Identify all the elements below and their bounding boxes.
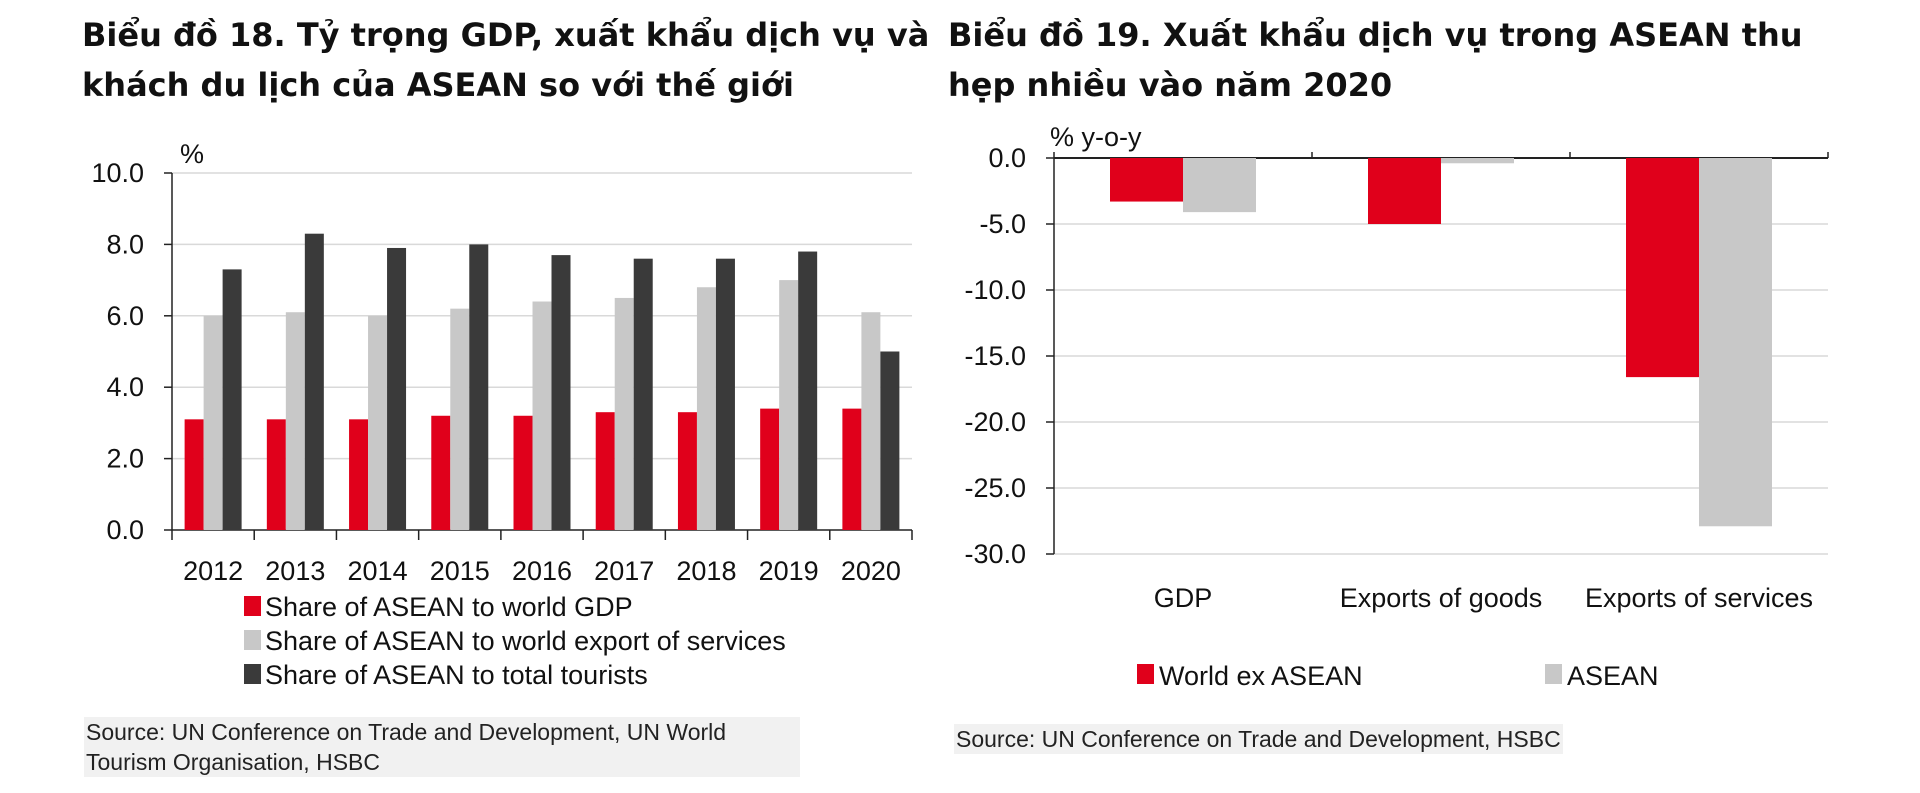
right-legend-label: ASEAN xyxy=(1567,661,1659,691)
left-xtick-label: 2016 xyxy=(512,556,572,586)
left-xtick-label: 2019 xyxy=(759,556,819,586)
left-bar xyxy=(614,297,634,530)
left-bar xyxy=(513,415,533,530)
left-y-unit-label: % xyxy=(180,139,204,169)
left-legend-label: Share of ASEAN to world export of servic… xyxy=(265,626,786,656)
left-legend-label: Share of ASEAN to total tourists xyxy=(265,660,648,690)
left-xtick-label: 2017 xyxy=(594,556,654,586)
right-bar xyxy=(1626,158,1699,378)
left-legend-swatch xyxy=(244,664,261,684)
right-bar xyxy=(1699,158,1772,527)
right-chart-title-line2: hẹp nhiều vào năm 2020 xyxy=(948,66,1393,104)
left-bar xyxy=(880,351,900,530)
right-legend-swatch xyxy=(1545,664,1562,684)
right-legend-swatch xyxy=(1137,664,1154,684)
left-xtick-label: 2015 xyxy=(430,556,490,586)
left-bar xyxy=(842,408,862,530)
right-ytick-label: -10.0 xyxy=(964,275,1026,305)
left-bar xyxy=(677,412,697,530)
right-xtick-label: Exports of services xyxy=(1585,583,1813,613)
left-bar xyxy=(431,415,451,530)
left-bar xyxy=(532,301,552,530)
left-bar xyxy=(450,308,470,530)
left-legend-swatch xyxy=(244,596,261,616)
left-bar xyxy=(696,287,716,530)
left-bar xyxy=(469,244,489,530)
left-bar xyxy=(184,419,204,530)
right-chart-title-line1: Biểu đồ 19. Xuất khẩu dịch vụ trong ASEA… xyxy=(948,16,1803,54)
right-legend-label: World ex ASEAN xyxy=(1159,661,1363,691)
left-bar xyxy=(595,412,615,530)
right-bar xyxy=(1110,158,1183,202)
left-ytick-label: 0.0 xyxy=(106,515,144,545)
left-chart-title: Biểu đồ 18. Tỷ trọng GDP, xuất khẩu dịch… xyxy=(82,10,930,110)
right-ytick-label: -30.0 xyxy=(964,539,1026,569)
left-bar xyxy=(715,258,735,530)
left-xtick-label: 2012 xyxy=(183,556,243,586)
left-xtick-label: 2020 xyxy=(841,556,901,586)
left-bar xyxy=(203,315,223,530)
right-ytick-label: 0.0 xyxy=(988,143,1026,173)
right-y-unit-label: % y-o-y xyxy=(1050,122,1142,152)
left-bar xyxy=(760,408,780,530)
right-ytick-label: -25.0 xyxy=(964,473,1026,503)
left-bar xyxy=(368,315,388,530)
left-ytick-label: 6.0 xyxy=(106,301,144,331)
left-bar xyxy=(266,419,286,530)
left-bar xyxy=(304,233,324,530)
left-bar xyxy=(798,251,818,531)
left-xtick-label: 2018 xyxy=(676,556,736,586)
right-chart-title: Biểu đồ 19. Xuất khẩu dịch vụ trong ASEA… xyxy=(948,10,1848,110)
left-legend-label: Share of ASEAN to world GDP xyxy=(265,592,633,622)
left-bar xyxy=(285,312,305,530)
left-chart-title-line1: Biểu đồ 18. Tỷ trọng GDP, xuất khẩu dịch… xyxy=(82,16,930,54)
right-ytick-label: -15.0 xyxy=(964,341,1026,371)
left-bar xyxy=(861,312,881,530)
left-chart-title-line2: khách du lịch của ASEAN so với thế giới xyxy=(82,66,794,104)
left-bar xyxy=(551,255,571,531)
left-bar xyxy=(222,269,242,530)
left-ytick-label: 10.0 xyxy=(91,158,144,188)
right-xtick-label: GDP xyxy=(1154,583,1213,613)
left-bar xyxy=(387,247,407,530)
right-bar xyxy=(1368,158,1441,224)
left-legend-swatch xyxy=(244,630,261,650)
left-ytick-label: 2.0 xyxy=(106,444,144,474)
right-bar xyxy=(1183,158,1256,213)
left-ytick-label: 4.0 xyxy=(106,372,144,402)
left-bar xyxy=(779,280,799,530)
right-xtick-label: Exports of goods xyxy=(1340,583,1543,613)
left-chart-source: Source: UN Conference on Trade and Devel… xyxy=(84,717,800,777)
right-ytick-label: -5.0 xyxy=(979,209,1026,239)
right-ytick-label: -20.0 xyxy=(964,407,1026,437)
left-xtick-label: 2013 xyxy=(265,556,325,586)
right-bar xyxy=(1441,158,1514,164)
right-chart-source: Source: UN Conference on Trade and Devel… xyxy=(954,724,1563,754)
left-bar xyxy=(633,258,653,530)
left-bar xyxy=(349,419,369,530)
left-xtick-label: 2014 xyxy=(348,556,408,586)
left-ytick-label: 8.0 xyxy=(106,229,144,259)
